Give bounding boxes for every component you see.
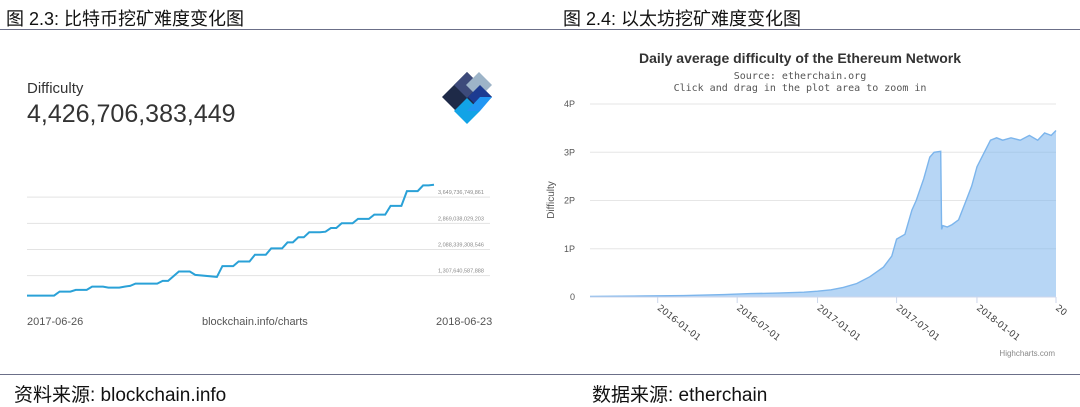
eth-x-tick-label: 2017-01-01 bbox=[815, 303, 862, 343]
eth-y-tick-label: 3P bbox=[564, 147, 575, 157]
eth-x-tick-label: 20 bbox=[1053, 303, 1068, 318]
btc-difficulty-line bbox=[27, 183, 435, 297]
btc-grid-label: 3,649,736,749,861 bbox=[438, 190, 484, 196]
source-caption-bitcoin: 资料来源: blockchain.info bbox=[14, 385, 227, 406]
eth-y-tick-label: 4P bbox=[564, 99, 575, 109]
btc-grid-label: 1,307,640,587,888 bbox=[438, 269, 484, 275]
btc-difficulty-label: Difficulty bbox=[27, 80, 84, 97]
btc-difficulty-chart[interactable]: 1,307,640,587,888 2,088,339,308,546 2,869,… bbox=[0, 30, 520, 350]
eth-chart-subtitle: Source: etherchain.org bbox=[734, 71, 866, 82]
btc-difficulty-value: 4,426,706,383,449 bbox=[27, 100, 236, 128]
btc-end-date: 2018-06-23 bbox=[436, 316, 493, 328]
source-caption-ethereum: 数据来源: etherchain bbox=[592, 385, 768, 406]
eth-chart-title: Daily average difficulty of the Ethereum… bbox=[639, 50, 961, 66]
eth-x-tick-label: 2017-07-01 bbox=[894, 303, 941, 343]
eth-difficulty-chart[interactable]: Daily average difficulty of the Ethereum… bbox=[535, 30, 1080, 370]
btc-grid-label: 2,869,038,029,203 bbox=[438, 216, 484, 222]
eth-difficulty-line bbox=[589, 130, 1057, 298]
btc-source-label: blockchain.info/charts bbox=[202, 316, 308, 328]
eth-y-tick-label: 2P bbox=[564, 196, 575, 206]
figure-title-bitcoin: 图 2.3: 比特币挖矿难度变化图 bbox=[6, 9, 245, 29]
eth-x-tick-label: 2016-07-01 bbox=[734, 303, 781, 343]
btc-grid-label: 2,088,339,308,546 bbox=[438, 242, 484, 248]
eth-x-tick-label: 2018-01-01 bbox=[974, 303, 1021, 343]
eth-y-axis-label: Difficulty bbox=[546, 181, 557, 219]
highcharts-credit[interactable]: Highcharts.com bbox=[999, 349, 1055, 358]
eth-y-tick-label: 1P bbox=[564, 244, 575, 254]
eth-difficulty-area bbox=[590, 130, 1056, 297]
figure-title-ethereum: 图 2.4: 以太坊挖矿难度变化图 bbox=[563, 9, 802, 29]
eth-x-tick-label: 2016-01-01 bbox=[655, 303, 702, 343]
eth-y-tick-label: 0 bbox=[570, 292, 575, 302]
top-divider bbox=[0, 29, 1080, 30]
blockchain-logo-icon bbox=[442, 72, 492, 124]
btc-start-date: 2017-06-26 bbox=[27, 316, 84, 328]
bottom-divider bbox=[0, 374, 1080, 375]
eth-chart-instructions: Click and drag in the plot area to zoom … bbox=[674, 83, 927, 94]
